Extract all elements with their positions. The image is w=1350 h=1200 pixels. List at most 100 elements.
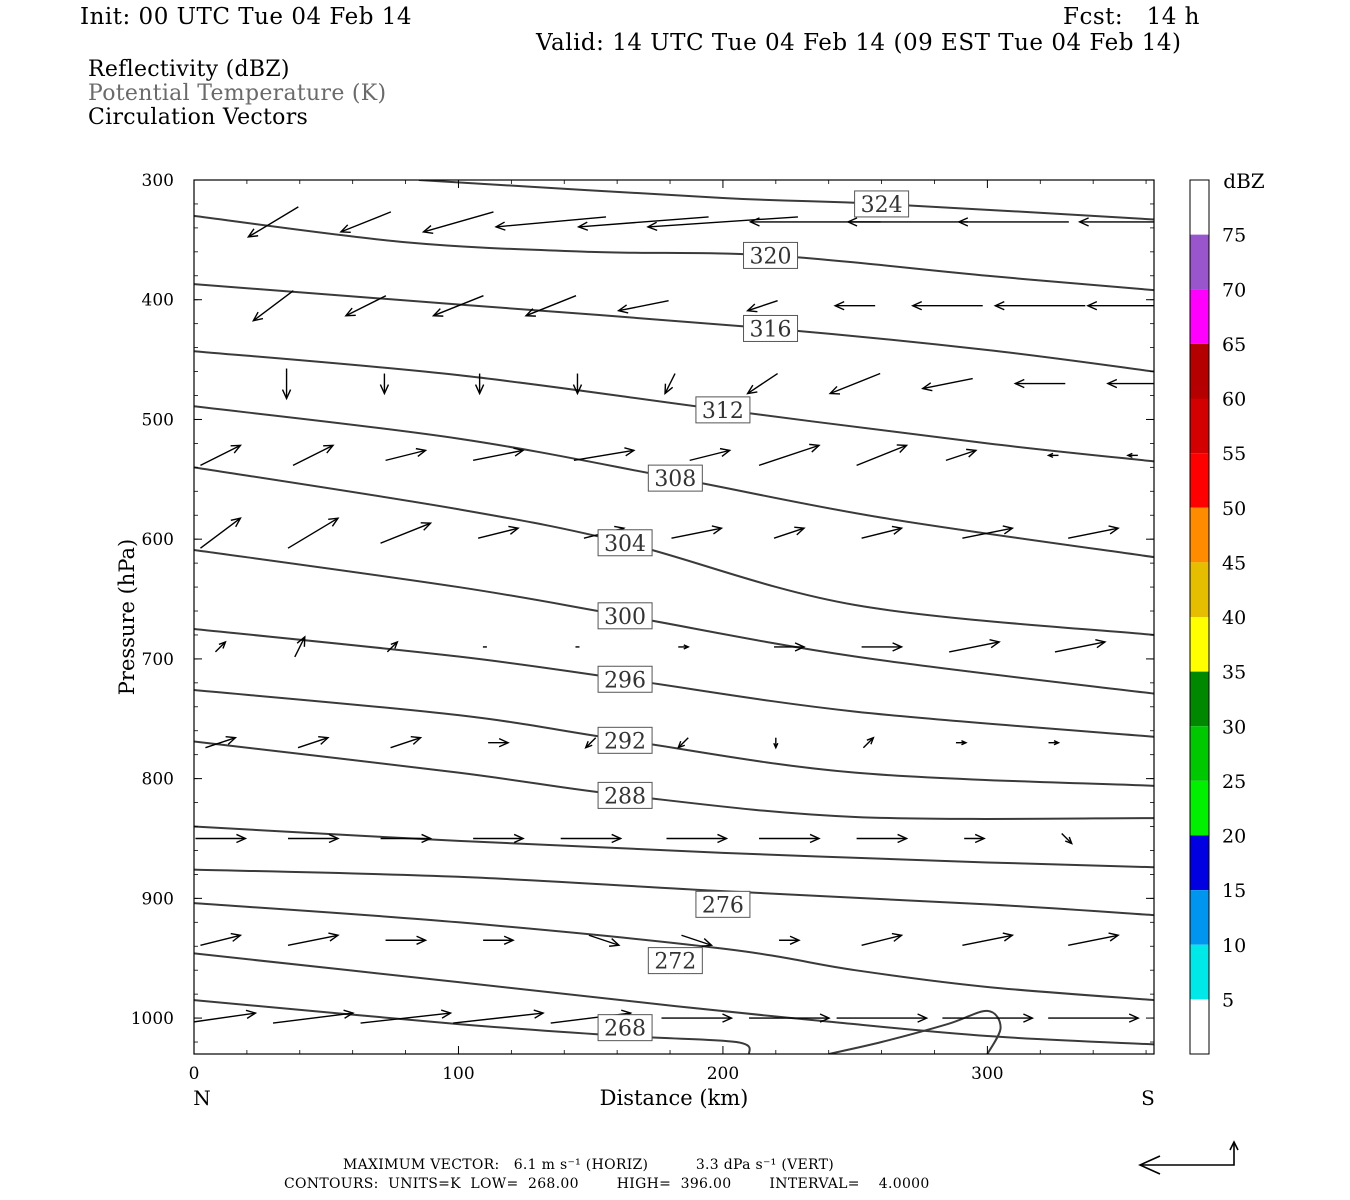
circulation-vector [251, 290, 294, 322]
circulation-vector [993, 301, 1086, 311]
isentrope-280 [194, 868, 1154, 917]
circulation-vector [214, 640, 227, 653]
x-axis-label: Distance (km) [600, 1086, 749, 1110]
circulation-vector [745, 300, 778, 313]
colorbar-bin-30 [1190, 671, 1209, 727]
circulation-vector [477, 525, 520, 539]
vector-head [323, 444, 335, 454]
circulation-vector [560, 833, 623, 844]
vector-head [961, 740, 968, 746]
circulation-vector [390, 736, 423, 749]
circulation-vector [962, 525, 1015, 539]
vector-head [1053, 740, 1061, 746]
vector-head [683, 644, 690, 650]
vector-shaft [292, 444, 334, 466]
isentrope-272-closed [828, 1009, 1002, 1054]
isentrope-320 [194, 214, 1154, 292]
legend-potential-temperature: Potential Temperature (K) [88, 81, 387, 106]
vector-head [420, 522, 433, 531]
legend-circulation-vectors: Circulation Vectors [88, 105, 309, 130]
circulation-vector [671, 525, 724, 539]
vector-head [431, 308, 444, 317]
vector-head [230, 517, 242, 528]
vector-head [611, 833, 623, 844]
circulation-vector [846, 217, 969, 227]
vector-shaft [689, 449, 730, 462]
vector-shaft [287, 934, 339, 946]
vector-shaft [453, 1012, 544, 1024]
circulation-vector [1106, 378, 1154, 389]
vector-head [616, 304, 629, 314]
colorbar-label: 65 [1222, 334, 1246, 356]
circulation-vector [911, 301, 983, 311]
circulation-vector [572, 373, 583, 396]
circulation-vector [292, 444, 335, 466]
colorbar-bin-40 [1190, 562, 1209, 617]
circulation-vector [856, 444, 909, 467]
circulation-vector [474, 373, 485, 396]
isentrope-label-304: 304 [604, 532, 646, 557]
circulation-vector [431, 295, 484, 317]
circulation-vector [200, 444, 242, 466]
x-axis-south-label: S [1141, 1086, 1155, 1110]
vector-head [440, 1009, 453, 1019]
vector-head [911, 301, 923, 311]
vector-shaft [205, 737, 236, 749]
colorbar-label: 20 [1222, 826, 1246, 848]
vector-shaft [677, 737, 689, 749]
isentrope-292 [194, 689, 1154, 787]
vector-head [343, 1009, 355, 1019]
vector-shaft [294, 636, 306, 658]
colorbar-frame [1189, 179, 1210, 1055]
vector-head [892, 642, 904, 652]
circulation-vector [833, 301, 876, 311]
vector-head [745, 303, 758, 313]
colorbar-bin-45 [1190, 507, 1209, 563]
vector-shaft [962, 527, 1013, 539]
vector-shaft [856, 444, 907, 467]
circulation-vector [281, 368, 292, 401]
colorbar-bin-55 [1190, 398, 1209, 454]
vector-head [701, 938, 714, 947]
circulation-vector [758, 443, 821, 467]
vector-head [281, 389, 292, 401]
isentrope-label-316: 316 [750, 317, 792, 342]
vector-head [296, 635, 306, 647]
x-tick-label: 100 [442, 1064, 474, 1084]
circulation-vector [360, 1009, 453, 1024]
colorbar-bin-5 [1190, 944, 1209, 1000]
vector-head [328, 517, 340, 527]
vector-shaft [861, 934, 902, 946]
vector-shaft [477, 527, 519, 539]
vector-head [344, 307, 356, 317]
vector-head [794, 526, 806, 536]
circulation-vector [1013, 378, 1066, 389]
vector-head [819, 1013, 831, 1023]
vector-shaft [773, 527, 805, 539]
circulation-vector [194, 1009, 258, 1023]
vector-head [410, 736, 423, 745]
circulation-vector [1048, 740, 1061, 746]
vector-shaft [618, 300, 669, 312]
vector-head [1126, 452, 1133, 459]
vector-head [809, 443, 821, 453]
legend-reflectivity: Reflectivity (dBZ) [88, 57, 290, 82]
circulation-vector [861, 642, 904, 652]
circulation-vector [861, 932, 904, 946]
circulation-vector [297, 736, 330, 749]
vector-head [494, 221, 506, 231]
vector-head [474, 384, 485, 396]
circulation-vector [646, 216, 798, 232]
vector-shaft [1068, 527, 1119, 539]
circulation-vector [836, 1013, 929, 1023]
x-tick-label: 0 [189, 1064, 200, 1084]
isentrope-316 [194, 283, 1154, 373]
forecast-hour: Fcst: 14 h [1063, 4, 1200, 30]
circulation-vector [288, 833, 340, 844]
vector-head [390, 640, 399, 649]
vector-shaft [671, 527, 722, 539]
isentrope-label-296: 296 [604, 668, 646, 693]
circulation-vector [759, 833, 821, 844]
isentrope-label-308: 308 [654, 467, 696, 492]
isentrope-label-box [597, 529, 653, 557]
